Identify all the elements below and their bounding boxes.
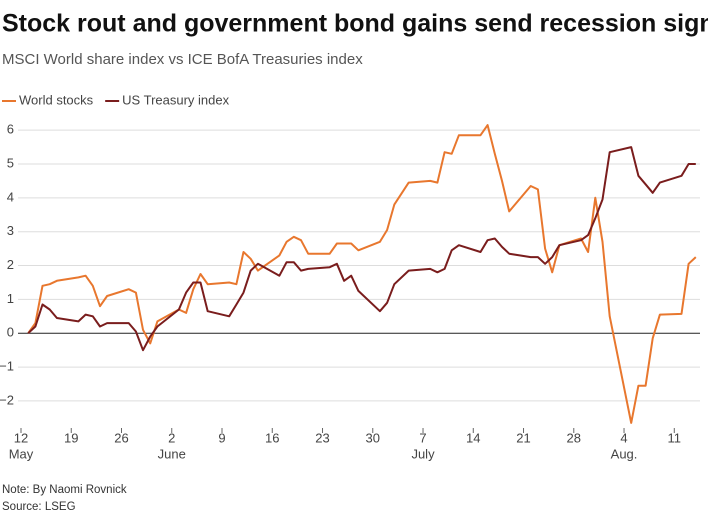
chart-title: Stock rout and government bond gains sen… (2, 10, 708, 38)
x-tick-label: 9 (218, 430, 225, 445)
y-tick-label: −1 (0, 359, 14, 374)
x-month-label: July (411, 446, 435, 461)
x-tick-label: 4 (620, 430, 627, 445)
y-tick-label: 4 (7, 189, 14, 204)
series-line (27, 146, 696, 352)
x-tick-label: 12 (14, 430, 28, 445)
x-tick-label: 16 (265, 430, 279, 445)
chart-subtitle: MSCI World share index vs ICE BofA Treas… (2, 51, 363, 68)
series-line (27, 124, 697, 424)
y-tick-label: 1 (7, 291, 14, 306)
y-tick-label: 5 (7, 155, 14, 170)
x-tick-label: 21 (516, 430, 530, 445)
x-tick-label: 14 (466, 430, 480, 445)
x-tick-label: 26 (114, 430, 128, 445)
x-tick-label: 19 (64, 430, 78, 445)
y-tick-label: 0 (7, 325, 14, 340)
source: Source: LSEG (2, 501, 76, 513)
x-month-label: May (9, 446, 34, 461)
y-tick-label: 6 (7, 122, 14, 137)
legend-label: US Treasury index (122, 92, 229, 107)
y-tick-label: 3 (7, 223, 14, 238)
x-tick-label: 30 (366, 430, 380, 445)
note: Note: By Naomi Rovnick (2, 484, 127, 496)
x-month-label: June (158, 446, 186, 461)
y-tick-label: 2 (7, 257, 14, 272)
x-tick-label: 7 (419, 430, 426, 445)
x-tick-label: 28 (567, 430, 581, 445)
x-tick-label: 11 (668, 430, 682, 445)
x-month-label: Aug. (611, 446, 638, 461)
x-tick-label: 23 (315, 430, 329, 445)
legend-label: World stocks (19, 92, 94, 107)
x-tick-label: 2 (168, 430, 175, 445)
y-tick-label: −2 (0, 392, 14, 407)
